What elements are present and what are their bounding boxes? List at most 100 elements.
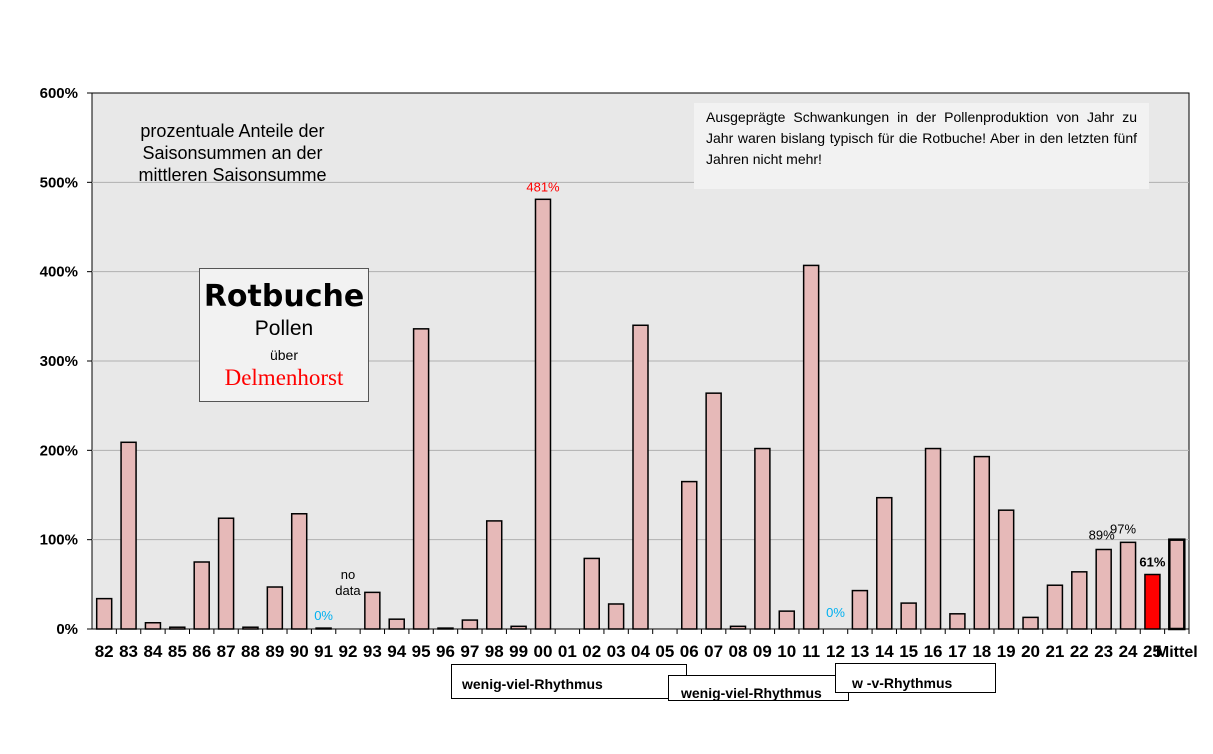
bar-16 <box>924 447 942 630</box>
bar-13 <box>851 589 869 630</box>
x-tick-label: 10 <box>777 642 796 661</box>
bar-23 <box>1095 548 1112 630</box>
annotation-24: 97% <box>1110 521 1136 536</box>
bar-93 <box>364 591 381 630</box>
x-tick-labels: 82 83 84 85 86 87 88 89 90 91 92 93 94 95 96 97 98 99 00 01… <box>95 629 1198 661</box>
y-tick-label: 600% <box>40 85 78 102</box>
x-tick-label: 19 <box>997 642 1016 661</box>
annotation-25: 61% <box>1139 555 1165 570</box>
x-tick-label: 09 <box>753 642 772 661</box>
title-ueber: über <box>269 347 299 363</box>
x-tick-label: 08 <box>729 642 748 661</box>
x-tick-label: 88 <box>241 642 260 661</box>
bar-14 <box>876 496 893 630</box>
x-tick-label: 14 <box>875 642 894 661</box>
bar-15 <box>900 602 917 630</box>
x-tick-label: 13 <box>850 642 869 661</box>
x-tick-label: 11 <box>802 642 820 661</box>
x-tick-label: 03 <box>607 642 626 661</box>
bar-99 <box>510 625 527 630</box>
x-tick-label: 87 <box>217 642 236 661</box>
bar-18 <box>973 455 991 630</box>
y-tick-label: 500% <box>40 174 78 191</box>
x-tick-label: 84 <box>143 642 162 661</box>
bar-90 <box>290 513 308 630</box>
bar-94 <box>388 618 405 630</box>
y-tick-label: 100% <box>40 532 78 549</box>
x-tick-label: 89 <box>265 642 284 661</box>
bar-87 <box>217 517 235 630</box>
bar-08 <box>729 625 747 630</box>
bar-96 <box>437 627 454 630</box>
bar-95 <box>412 328 430 630</box>
bar-07 <box>705 392 722 630</box>
x-tick-label: 04 <box>631 642 650 661</box>
title-box: Rotbuche Pollen über Delmenhorst <box>199 268 369 402</box>
bar-02 <box>583 557 600 630</box>
bar-11 <box>802 264 820 630</box>
x-tick-label: 23 <box>1094 642 1113 661</box>
annotation-12: 0% <box>826 605 845 620</box>
x-tick-label: 00 <box>534 642 553 661</box>
info-note: Ausgeprägte Schwankungen in der Pollenpr… <box>694 103 1149 189</box>
x-tick-label: 24 <box>1119 642 1138 661</box>
bar-84 <box>144 621 162 630</box>
bar-10 <box>778 610 796 630</box>
title-main: Rotbuche <box>203 279 365 314</box>
x-tick-label: 98 <box>485 642 504 661</box>
x-tick-label: 01 <box>558 642 577 661</box>
rhythm-label-1: wenig-viel-Rhythmus <box>451 664 687 699</box>
x-tick-label: 86 <box>192 642 211 661</box>
x-tick-label: 17 <box>948 642 967 661</box>
annotation-00: 481% <box>526 179 560 194</box>
x-tick-label: 99 <box>509 642 528 661</box>
x-tick-label: 91 <box>314 642 333 661</box>
rhythm-label-2: wenig-viel-Rhythmus <box>668 675 849 701</box>
bar-21 <box>1046 584 1064 630</box>
rhythm-label-3: w -v-Rhythmus <box>835 663 996 693</box>
bar-86 <box>193 561 210 630</box>
annotation-23: 89% <box>1089 527 1115 542</box>
x-tick-label: 06 <box>680 642 699 661</box>
bar-09 <box>754 447 771 630</box>
x-tick-label: 02 <box>582 642 601 661</box>
bar-83 <box>120 441 137 630</box>
bar-25 <box>1144 573 1161 630</box>
bar-88 <box>242 626 259 630</box>
title-city: Delmenhorst <box>224 365 344 390</box>
bars <box>95 198 1186 631</box>
bar-24 <box>1119 541 1137 630</box>
annotation-91: 0% <box>314 608 333 623</box>
x-tick-label: 92 <box>339 642 358 661</box>
x-tick-label: 82 <box>95 642 114 661</box>
bar-Mittel <box>1168 538 1186 631</box>
bar-22 <box>1071 571 1088 630</box>
bar-82 <box>95 597 113 630</box>
y-tick-label: 200% <box>40 442 78 459</box>
x-tick-label: 18 <box>972 642 991 661</box>
x-tick-label: 20 <box>1021 642 1040 661</box>
bar-85 <box>169 626 186 630</box>
x-tick-label: Mittel <box>1156 644 1198 661</box>
x-tick-label: 95 <box>412 642 431 661</box>
x-tick-label: 16 <box>924 642 943 661</box>
x-tick-label: 15 <box>899 642 918 661</box>
x-tick-label: 85 <box>168 642 187 661</box>
x-tick-label: 21 <box>1045 642 1064 661</box>
bar-00 <box>534 198 552 630</box>
x-tick-label: 97 <box>460 642 479 661</box>
bar-19 <box>997 509 1015 630</box>
bar-06 <box>681 480 698 630</box>
y-tick-labels: 0% 100% 200% 300% 400% 500% 600% <box>40 85 92 638</box>
bar-98 <box>485 520 503 630</box>
x-tick-label: 90 <box>290 642 309 661</box>
x-tick-label: 12 <box>826 642 845 661</box>
bar-91 <box>315 627 332 630</box>
x-tick-label: 94 <box>387 642 406 661</box>
bar-97 <box>461 619 479 630</box>
title-pollen: Pollen <box>254 317 314 340</box>
bar-04 <box>632 324 649 630</box>
bar-03 <box>607 603 625 630</box>
x-tick-label: 22 <box>1070 642 1089 661</box>
